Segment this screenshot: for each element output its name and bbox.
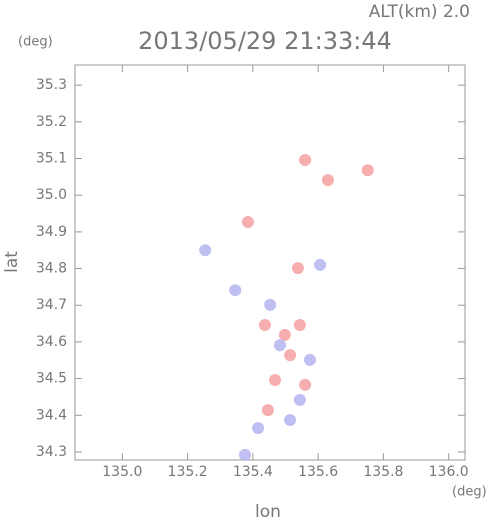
echo-point	[291, 262, 304, 275]
echo-point	[284, 349, 297, 362]
x-tick-label: 135.8	[363, 464, 403, 480]
echo-point	[229, 284, 242, 297]
x-tick-label: 135.4	[233, 464, 273, 480]
echo-point	[303, 353, 316, 366]
echo-point	[284, 414, 297, 427]
y-tick-label: 34.6	[36, 334, 67, 350]
y-tick-label: 34.3	[36, 444, 67, 460]
echo-point	[293, 319, 306, 332]
echo-point	[199, 244, 212, 257]
echo-point	[273, 339, 286, 352]
echo-point	[264, 298, 277, 311]
altitude: ALT(km) 2.0	[369, 2, 470, 22]
echo-point	[321, 174, 334, 187]
echo-point	[261, 404, 274, 417]
y-tick-label: 34.5	[36, 371, 67, 387]
echo-point	[314, 258, 327, 271]
y-tick-label: 35.1	[36, 151, 67, 167]
x-tick-label: 136.0	[429, 464, 469, 480]
y-axis-label: lat	[2, 251, 22, 273]
echo-point	[278, 328, 291, 341]
chart-title: 2013/05/29 21:33:44	[138, 27, 392, 55]
echo-point	[299, 378, 312, 391]
echo-point	[258, 319, 271, 332]
y-tick-label: 34.9	[36, 224, 67, 240]
y-tick-label: 35.3	[36, 77, 67, 93]
echo-point	[299, 153, 312, 166]
y-tick-label: 35.0	[36, 187, 67, 203]
y-tick-label: 34.7	[36, 297, 67, 313]
echo-point	[241, 215, 254, 228]
y-unit: (deg)	[18, 35, 53, 50]
x-tick-label: 135.0	[102, 464, 142, 480]
y-tick-label: 34.4	[36, 407, 67, 423]
echo-point	[293, 393, 306, 406]
echo-point	[269, 374, 282, 387]
x-tick-label: 135.6	[298, 464, 338, 480]
x-tick-label: 135.2	[168, 464, 208, 480]
x-unit: (deg)	[452, 485, 487, 500]
x-axis-label: lon	[255, 502, 281, 521]
y-tick-label: 34.8	[36, 261, 67, 277]
echo-point	[361, 164, 374, 177]
echo-point	[239, 448, 252, 461]
plot-frame	[74, 64, 466, 461]
y-tick-label: 35.2	[36, 114, 67, 130]
echo-point	[252, 422, 265, 435]
